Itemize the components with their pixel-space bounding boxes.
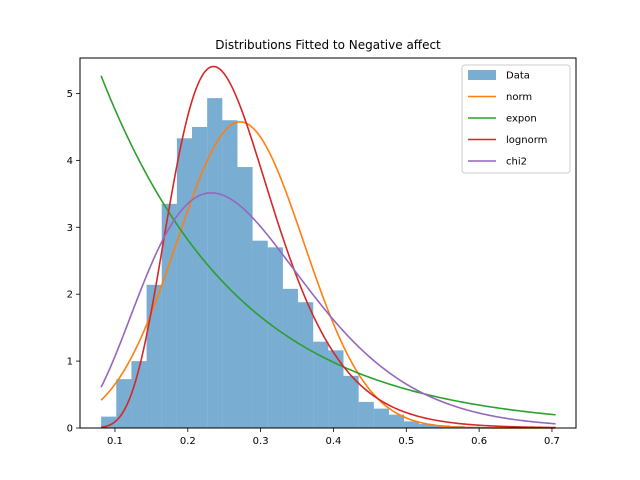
- series-line-expon: [100, 75, 556, 416]
- histogram-bar: [343, 375, 359, 428]
- histogram-bar: [252, 240, 268, 428]
- histogram-bar: [192, 126, 208, 428]
- y-tick-label: 0: [67, 424, 73, 435]
- legend-label: Data: [506, 71, 530, 82]
- y-tick-label: 2: [67, 290, 73, 301]
- histogram-bar: [404, 421, 420, 428]
- y-tick-label: 4: [67, 156, 73, 167]
- axes-frame: [79, 57, 577, 429]
- histogram-bar: [298, 302, 314, 428]
- legend-swatch: [468, 70, 496, 80]
- histogram-bar: [161, 203, 177, 428]
- histogram-bar: [313, 341, 329, 428]
- x-tick-label: 0.1: [107, 436, 123, 447]
- histogram-bar: [373, 408, 389, 428]
- legend-label: norm: [506, 92, 532, 103]
- legend-label: lognorm: [506, 135, 547, 146]
- histogram-bar: [176, 138, 193, 428]
- histogram-bar: [222, 120, 238, 428]
- histogram-bar: [207, 98, 223, 429]
- legend-box: [461, 64, 571, 174]
- y-axis-ticks: 0 1 2 3 4 5: [67, 89, 80, 435]
- histogram-bar: [388, 414, 405, 428]
- x-tick-label: 0.4: [326, 436, 342, 447]
- histogram-bar: [116, 379, 132, 428]
- x-tick-label: 0.3: [253, 436, 269, 447]
- x-tick-label: 0.5: [398, 436, 414, 447]
- series-line-lognorm: [100, 65, 556, 429]
- chart-title: Distributions Fitted to Negative affect: [215, 38, 441, 52]
- histogram-bar: [131, 361, 147, 428]
- legend: Data norm expon lognorm chi2: [461, 64, 571, 174]
- series-line-chi2: [100, 192, 556, 425]
- y-tick-label: 3: [67, 223, 73, 234]
- histogram-bar: [282, 288, 299, 428]
- legend-label: expon: [506, 114, 537, 125]
- histogram-bar: [358, 401, 374, 428]
- x-tick-label: 0.2: [180, 436, 196, 447]
- x-tick-label: 0.7: [544, 436, 560, 447]
- y-tick-label: 5: [67, 89, 73, 100]
- histogram-bar: [101, 416, 117, 428]
- x-tick-label: 0.6: [471, 436, 487, 447]
- histogram-bar: [146, 284, 162, 428]
- y-tick-label: 1: [67, 357, 73, 368]
- histogram-bar: [328, 350, 344, 428]
- x-axis-ticks: 0.1 0.2 0.3 0.4 0.5 0.6 0.7: [107, 428, 560, 447]
- histogram-bar: [419, 423, 435, 428]
- legend-label: chi2: [506, 157, 527, 168]
- histogram-bar: [267, 247, 283, 428]
- histogram-bar: [237, 167, 253, 428]
